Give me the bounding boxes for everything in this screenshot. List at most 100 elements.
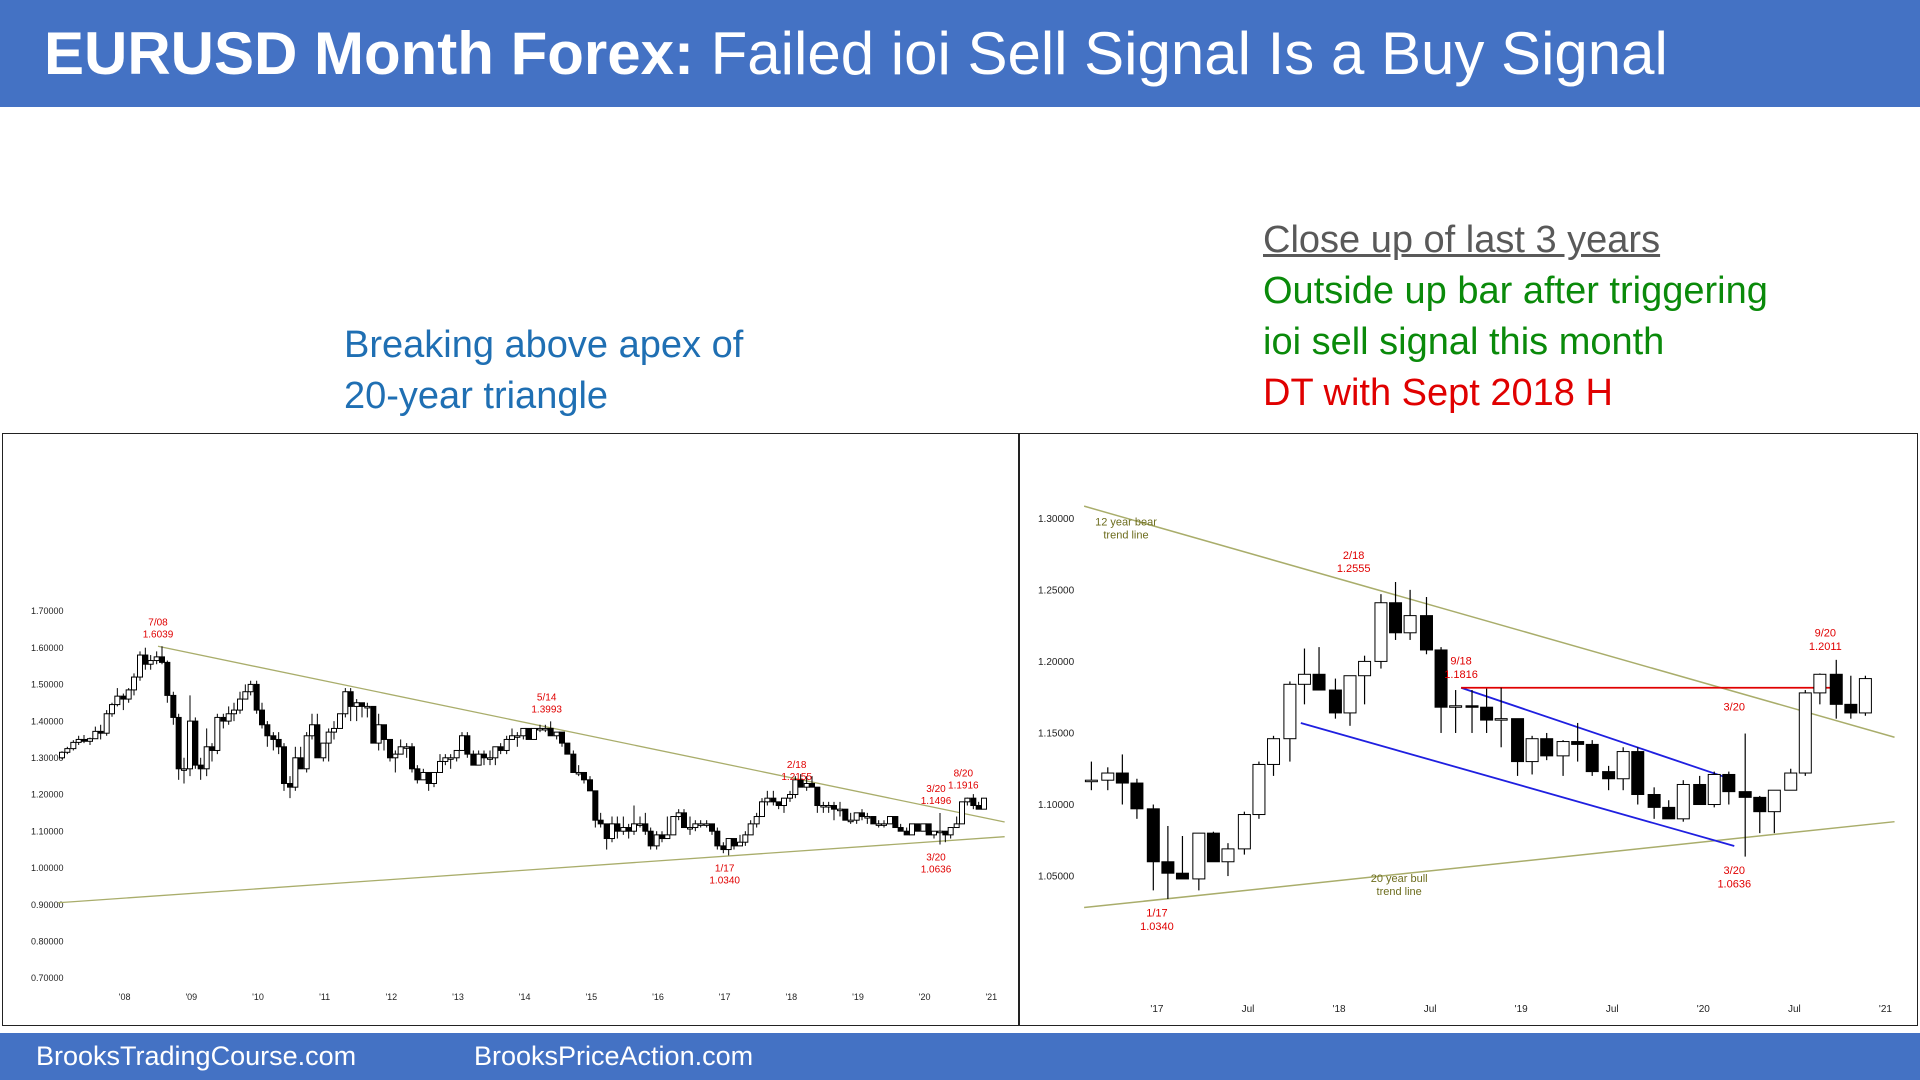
right-note-line-1: Close up of last 3 years [1263, 219, 1661, 261]
20-year-bull-trend-line-line [1084, 820, 1895, 909]
candle [242, 684, 249, 700]
candle [525, 727, 532, 740]
candle [1540, 732, 1554, 761]
annotation-date: 2/18 [1343, 550, 1364, 562]
candle [320, 742, 327, 762]
annotation-price: 1.2011 [1809, 641, 1842, 653]
candle [364, 702, 371, 718]
candle [897, 823, 904, 832]
candle [759, 798, 765, 818]
candle [92, 726, 99, 740]
candle [487, 750, 493, 766]
footer-right-link[interactable]: BrooksPriceAction.com [474, 1041, 754, 1071]
candle [1175, 836, 1189, 880]
candle [464, 732, 471, 758]
candle [109, 702, 115, 717]
channel-upper-line [1460, 686, 1735, 782]
candle [1738, 733, 1752, 857]
x-tick-label: '20 [1697, 1004, 1710, 1015]
candle [1221, 843, 1235, 877]
y-tick-label: 1.05000 [1038, 872, 1075, 883]
candle [1465, 690, 1479, 733]
candle [770, 790, 777, 806]
candle [764, 790, 771, 806]
candle [142, 647, 149, 670]
candle [253, 680, 260, 714]
candle [103, 710, 110, 736]
candle [931, 830, 937, 839]
annotation-price: 1.1496 [921, 796, 952, 807]
trend-line-label: 20 year bull [1371, 873, 1428, 885]
candle [397, 739, 404, 755]
candle [1585, 740, 1599, 776]
x-tick-label: Jul [1242, 1004, 1255, 1015]
candle [970, 794, 977, 810]
x-tick-label: '10 [252, 992, 264, 1002]
x-tick-label: '21 [985, 992, 997, 1002]
candle [903, 827, 910, 836]
candle [814, 786, 821, 813]
y-tick-label: 1.50000 [31, 680, 64, 690]
annotation-date: 7/08 [148, 617, 168, 628]
candle [631, 805, 637, 835]
candle [181, 757, 187, 784]
candle [314, 713, 321, 759]
candle [620, 816, 627, 835]
candle [1511, 718, 1525, 776]
candle [1358, 655, 1372, 705]
right-note-line-2: Outside up bar after triggering [1263, 270, 1768, 312]
candle [1297, 648, 1311, 705]
candle [637, 816, 643, 828]
candle [1784, 768, 1798, 791]
candle [414, 765, 421, 784]
candle [603, 823, 610, 850]
candle [887, 816, 893, 825]
y-tick-label: 1.25000 [1038, 585, 1075, 596]
candle [847, 812, 854, 824]
y-tick-label: 1.30000 [1038, 514, 1075, 525]
x-tick-label: '20 [919, 992, 931, 1002]
candle [1647, 787, 1661, 819]
annotation-date: 8/20 [954, 769, 974, 780]
candle [1237, 811, 1251, 855]
candle [120, 693, 127, 711]
annotation-date: 3/20 [926, 853, 946, 864]
candle [1312, 647, 1326, 691]
x-tick-label: '11 [319, 992, 330, 1002]
y-tick-label: 0.70000 [31, 973, 64, 983]
candle [347, 688, 354, 722]
candle [553, 731, 560, 740]
y-tick-label: 1.20000 [1038, 657, 1075, 668]
candle [720, 842, 727, 854]
candle [1130, 778, 1144, 819]
candle [531, 727, 537, 740]
x-tick-label: Jul [1606, 1004, 1619, 1015]
candle [97, 724, 104, 740]
candle [1722, 771, 1736, 805]
y-tick-label: 1.10000 [31, 826, 64, 836]
right-note-line-3: ioi sell signal this month [1263, 321, 1665, 363]
candle [753, 812, 760, 828]
candle [370, 705, 377, 744]
candle [275, 732, 282, 755]
candle [775, 801, 782, 810]
candle [1343, 675, 1357, 726]
y-tick-label: 1.40000 [31, 716, 64, 726]
candle [892, 816, 899, 829]
title-rest: Failed ioi Sell Signal Is a Buy Signal [693, 20, 1668, 87]
candle [837, 801, 843, 817]
left-note-line-1: Breaking above apex of [344, 324, 744, 366]
y-tick-label: 1.30000 [31, 753, 64, 763]
trend-line-label: trend line [1377, 886, 1422, 898]
annotation-date: 2/18 [787, 760, 807, 771]
annotation-date: 9/18 [1450, 656, 1471, 668]
candle [353, 699, 360, 722]
annotation-date: 1/17 [715, 863, 735, 874]
candle [1525, 735, 1539, 775]
candle [1480, 688, 1494, 733]
candle [287, 776, 293, 799]
footer-left-link[interactable]: BrooksTradingCourse.com [36, 1041, 357, 1071]
candle [225, 706, 232, 725]
candle [1494, 687, 1508, 748]
candle [481, 750, 487, 766]
